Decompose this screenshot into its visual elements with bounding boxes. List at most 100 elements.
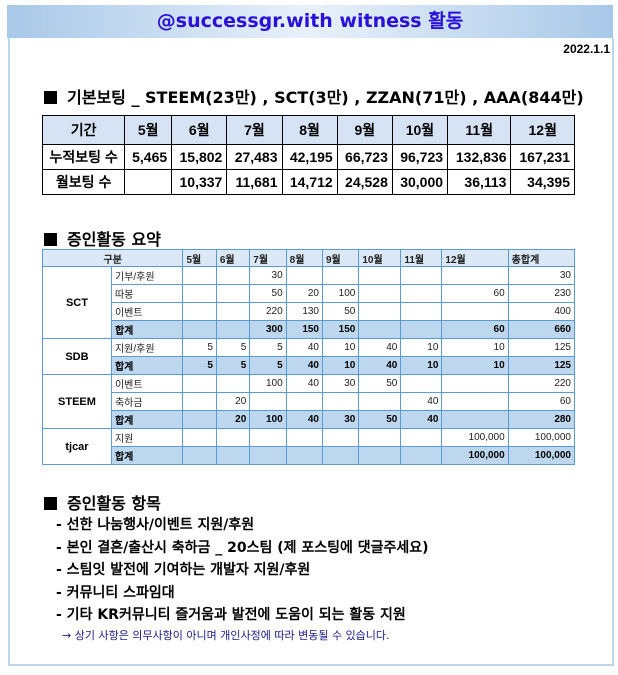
table-row: 축하금 20 40 60 bbox=[43, 392, 576, 411]
table-cell: 660 bbox=[507, 320, 576, 339]
table-cell: 400 bbox=[507, 302, 576, 321]
table-cell bbox=[358, 320, 402, 339]
table-cell bbox=[441, 410, 509, 429]
table-cell: 100,000 bbox=[441, 446, 509, 465]
table-cell: 합계 bbox=[110, 446, 184, 465]
table-cell: 220 bbox=[507, 374, 576, 393]
group-label: SCT bbox=[42, 266, 112, 339]
table-cell: 10 bbox=[441, 356, 509, 375]
table-cell bbox=[249, 428, 287, 447]
header-row: 기간 5월 6월 7월 8월 9월 10월 11월 12월 bbox=[41, 115, 575, 145]
square-bullet-icon bbox=[44, 233, 57, 246]
table-cell: 5 bbox=[215, 356, 251, 375]
table-cell: 150 bbox=[285, 320, 324, 339]
content-frame bbox=[8, 38, 614, 666]
table-cell: 누적보팅 수 bbox=[41, 144, 126, 170]
table-cell: 15,802 bbox=[171, 144, 228, 170]
table-cell: 100 bbox=[321, 284, 360, 303]
table-cell bbox=[358, 284, 402, 303]
table-cell bbox=[400, 374, 443, 393]
column-header: 7월 bbox=[249, 249, 287, 267]
group-label: tjcar bbox=[42, 428, 112, 465]
table-cell: 125 bbox=[507, 338, 576, 357]
table-cell bbox=[358, 302, 402, 321]
table-cell: 이벤트 bbox=[110, 302, 184, 321]
table-cell: 30 bbox=[249, 266, 287, 285]
items-heading-text: 증인활동 항목 bbox=[67, 494, 161, 513]
square-bullet-icon bbox=[44, 497, 57, 510]
table-row: STEEM 이벤트 100 40 30 50 220 bbox=[42, 374, 576, 429]
square-bullet-icon bbox=[44, 91, 57, 104]
table-cell bbox=[182, 266, 217, 285]
column-header: 12월 bbox=[441, 249, 509, 267]
table-cell: 월보팅 수 bbox=[41, 169, 126, 195]
table-cell bbox=[124, 169, 173, 195]
table-cell bbox=[285, 446, 324, 465]
column-header: 총합계 bbox=[507, 249, 576, 267]
table-row: tjcar 지원 100,000 100,000 bbox=[42, 428, 576, 465]
table-cell: 20 bbox=[215, 392, 251, 411]
table-cell bbox=[441, 374, 509, 393]
table-cell: 30 bbox=[321, 374, 360, 393]
table-cell: 10 bbox=[441, 338, 509, 357]
group-label: SDB bbox=[42, 338, 112, 375]
table-cell: 34,395 bbox=[510, 169, 575, 195]
table-cell: 30 bbox=[321, 410, 360, 429]
table-row: SCT 기부/후원 30 30 bbox=[42, 266, 576, 339]
table-cell: 230 bbox=[507, 284, 576, 303]
table-cell bbox=[249, 392, 287, 411]
table-cell bbox=[215, 284, 251, 303]
subtotal-row: 합계 20 100 40 30 50 40 280 bbox=[43, 410, 576, 429]
table-row: 따봉 50 20 100 60 230 bbox=[43, 284, 576, 303]
table-cell: 5 bbox=[182, 338, 217, 357]
items-list: - 선한 나눔행사/이벤트 지원/후원 - 본인 결혼/출산시 축하금 _ 20스… bbox=[56, 514, 429, 627]
column-header: 7월 bbox=[226, 115, 283, 145]
table-cell: 20 bbox=[285, 284, 324, 303]
table-row: 월보팅 수 10,337 11,681 14,712 24,528 30,000 36,11… bbox=[41, 169, 575, 195]
table-cell: 220 bbox=[249, 302, 287, 321]
table-cell: 40 bbox=[285, 374, 324, 393]
table-cell: 10 bbox=[321, 356, 360, 375]
table-cell: 24,528 bbox=[336, 169, 393, 195]
header-row: 구분 5월 6월 7월 8월 9월 10월 11월 12월 총합계 bbox=[41, 249, 576, 267]
table-cell: 125 bbox=[507, 356, 576, 375]
table-cell: 300 bbox=[249, 320, 287, 339]
table-cell: 40 bbox=[400, 410, 443, 429]
table-row: SDB 지원/후원 5 5 5 40 10 40 10 10 125 bbox=[42, 338, 576, 375]
column-header: 6월 bbox=[171, 115, 228, 145]
table-cell bbox=[321, 392, 360, 411]
table-cell bbox=[285, 428, 324, 447]
table-cell: 60 bbox=[441, 284, 509, 303]
table-cell bbox=[358, 266, 402, 285]
table-cell bbox=[215, 428, 251, 447]
table-cell: 11,681 bbox=[226, 169, 283, 195]
table-cell: 50 bbox=[321, 302, 360, 321]
table-cell: 10 bbox=[400, 338, 443, 357]
table-cell bbox=[215, 266, 251, 285]
table-cell bbox=[182, 446, 217, 465]
table-cell: 100 bbox=[249, 410, 287, 429]
table-cell: 100,000 bbox=[507, 446, 576, 465]
table-cell bbox=[321, 428, 360, 447]
voting-heading: 기본보팅 _ STEEM(23만) , SCT(3만) , ZZAN(71만) … bbox=[44, 84, 584, 108]
table-cell: 36,113 bbox=[447, 169, 512, 195]
list-item: - 스팀잇 발전에 기여하는 개발자 지원/후원 bbox=[56, 562, 311, 578]
table-cell bbox=[285, 392, 324, 411]
list-item: - 본인 결혼/출산시 축하금 _ 20스팀 (제 포스팅에 댓글주세요) bbox=[56, 539, 429, 556]
column-header: 9월 bbox=[336, 115, 393, 145]
table-cell: 30,000 bbox=[391, 169, 449, 195]
table-cell bbox=[400, 446, 443, 465]
table-cell: 150 bbox=[321, 320, 360, 339]
table-cell: 40 bbox=[285, 338, 324, 357]
table-cell: 280 bbox=[507, 410, 576, 429]
column-header: 5월 bbox=[182, 249, 217, 267]
table-cell bbox=[441, 392, 509, 411]
table-cell: 5 bbox=[249, 356, 287, 375]
table-cell bbox=[182, 428, 217, 447]
table-cell: 14,712 bbox=[281, 169, 338, 195]
column-header: 12월 bbox=[510, 115, 575, 145]
table-cell bbox=[400, 320, 443, 339]
table-cell: 50 bbox=[249, 284, 287, 303]
table-cell bbox=[182, 284, 217, 303]
items-heading: 증인활동 항목 bbox=[44, 490, 161, 514]
